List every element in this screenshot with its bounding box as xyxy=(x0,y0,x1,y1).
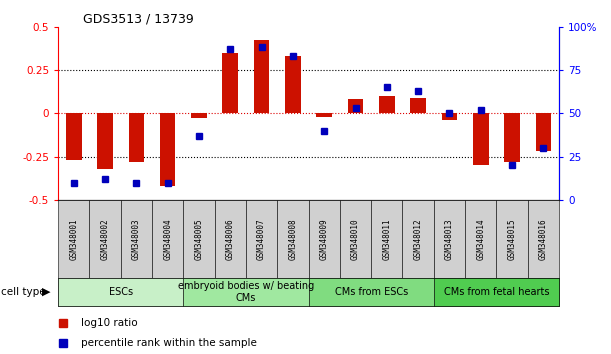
FancyBboxPatch shape xyxy=(309,200,340,278)
Text: GSM348004: GSM348004 xyxy=(163,218,172,260)
Bar xyxy=(254,40,269,113)
FancyBboxPatch shape xyxy=(371,200,403,278)
FancyBboxPatch shape xyxy=(214,200,246,278)
FancyBboxPatch shape xyxy=(434,278,559,306)
FancyBboxPatch shape xyxy=(183,278,309,306)
Text: GSM348016: GSM348016 xyxy=(539,218,548,260)
Bar xyxy=(379,96,395,113)
Bar xyxy=(222,53,238,113)
FancyBboxPatch shape xyxy=(89,200,121,278)
Bar xyxy=(97,113,113,169)
Text: cell type: cell type xyxy=(1,287,46,297)
Text: GSM348009: GSM348009 xyxy=(320,218,329,260)
Text: CMs from fetal hearts: CMs from fetal hearts xyxy=(444,287,549,297)
Text: embryoid bodies w/ beating
CMs: embryoid bodies w/ beating CMs xyxy=(178,281,314,303)
Bar xyxy=(348,99,364,113)
Bar xyxy=(316,113,332,117)
FancyBboxPatch shape xyxy=(183,200,214,278)
Text: GSM348013: GSM348013 xyxy=(445,218,454,260)
Bar xyxy=(128,113,144,162)
Bar xyxy=(536,113,551,152)
FancyBboxPatch shape xyxy=(58,200,89,278)
FancyBboxPatch shape xyxy=(152,200,183,278)
Bar xyxy=(66,113,81,160)
Text: GSM348006: GSM348006 xyxy=(226,218,235,260)
Text: GSM348012: GSM348012 xyxy=(414,218,423,260)
Bar xyxy=(473,113,489,165)
Bar xyxy=(442,113,457,120)
Bar xyxy=(504,113,520,162)
FancyBboxPatch shape xyxy=(434,200,465,278)
Text: GSM348007: GSM348007 xyxy=(257,218,266,260)
Text: percentile rank within the sample: percentile rank within the sample xyxy=(81,338,257,348)
Bar xyxy=(285,56,301,113)
FancyBboxPatch shape xyxy=(246,200,277,278)
FancyBboxPatch shape xyxy=(340,200,371,278)
FancyBboxPatch shape xyxy=(528,200,559,278)
Text: GSM348011: GSM348011 xyxy=(382,218,391,260)
Text: GSM348003: GSM348003 xyxy=(132,218,141,260)
FancyBboxPatch shape xyxy=(496,200,528,278)
FancyBboxPatch shape xyxy=(465,200,496,278)
Bar xyxy=(411,98,426,113)
Text: GSM348014: GSM348014 xyxy=(477,218,485,260)
Text: log10 ratio: log10 ratio xyxy=(81,318,137,328)
Text: GSM348005: GSM348005 xyxy=(194,218,203,260)
Text: GSM348010: GSM348010 xyxy=(351,218,360,260)
Text: GSM348001: GSM348001 xyxy=(69,218,78,260)
FancyBboxPatch shape xyxy=(403,200,434,278)
Text: ▶: ▶ xyxy=(42,287,50,297)
FancyBboxPatch shape xyxy=(309,278,434,306)
Text: GSM348008: GSM348008 xyxy=(288,218,298,260)
FancyBboxPatch shape xyxy=(277,200,309,278)
Text: GSM348002: GSM348002 xyxy=(101,218,109,260)
Text: GSM348015: GSM348015 xyxy=(508,218,516,260)
Text: GDS3513 / 13739: GDS3513 / 13739 xyxy=(83,12,194,25)
Bar xyxy=(191,113,207,119)
FancyBboxPatch shape xyxy=(121,200,152,278)
Text: ESCs: ESCs xyxy=(109,287,133,297)
Bar xyxy=(160,113,175,186)
FancyBboxPatch shape xyxy=(58,278,183,306)
Text: CMs from ESCs: CMs from ESCs xyxy=(335,287,408,297)
